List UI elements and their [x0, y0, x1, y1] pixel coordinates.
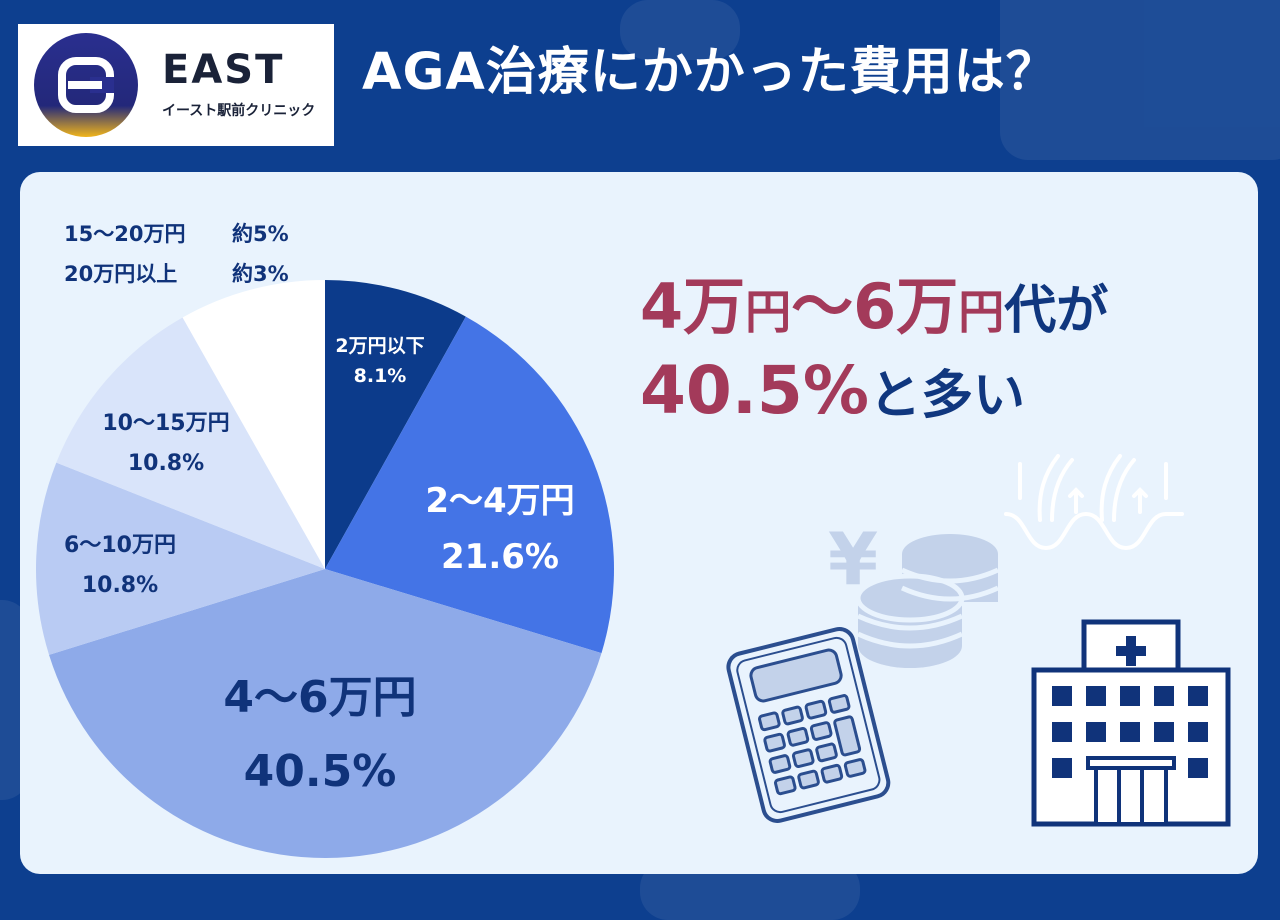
- pie-slice: [35, 462, 325, 655]
- slice-value-label: 21.6%: [441, 537, 559, 577]
- hair-growth-icon: [1004, 454, 1184, 551]
- legend-category: 15〜20万円: [64, 222, 186, 246]
- calculator-icon: [726, 627, 891, 823]
- clinic-logo: EAST イースト駅前クリニック: [18, 24, 334, 146]
- headline-line-2: 40.5%と多い: [640, 358, 1025, 424]
- page-title: AGA治療にかかった費用は？: [362, 43, 1058, 102]
- slice-label: 4〜6万円: [223, 672, 416, 723]
- legend-value: 約3%: [232, 262, 289, 286]
- yen-coins-icon: ¥: [828, 517, 1000, 668]
- slice-value-label: 10.8%: [82, 573, 158, 598]
- slice-label: 2万円以下: [335, 335, 424, 357]
- headline-text: 代が: [1004, 281, 1109, 341]
- headline-text: 円: [745, 285, 792, 339]
- pie-slice: [56, 317, 326, 569]
- pie-slice: [49, 569, 602, 859]
- legend-value: 約5%: [232, 222, 289, 246]
- chart-panel: 2万円以下 8.1% 2〜4万円 21.6% 4〜6万円 40.5% 6〜10万円 10.8%…: [20, 172, 1258, 874]
- hospital-icon: [1031, 619, 1231, 827]
- pie-slice: [325, 316, 615, 654]
- logo-name: EAST: [162, 47, 285, 93]
- legend-category: 20万円以上: [64, 262, 178, 286]
- headline-text: と多い: [868, 366, 1025, 426]
- background-decoration: [1000, 0, 1280, 160]
- headline-text: 〜6万: [791, 270, 959, 343]
- legend-row-20-plus: 20万円以上 約3%: [64, 264, 289, 285]
- legend-row-15-20: 15〜20万円 約5%: [64, 224, 289, 245]
- slice-value-label: 8.1%: [354, 365, 407, 387]
- headline-text: 円: [958, 285, 1005, 339]
- logo-subtitle: イースト駅前クリニック: [162, 103, 316, 119]
- headline-percent: 40.5%: [640, 352, 869, 429]
- slice-label: 2〜4万円: [425, 481, 574, 521]
- slice-label: 10〜15万円: [102, 411, 229, 436]
- pie-slice: [325, 280, 466, 569]
- slice-label: 6〜10万円: [64, 533, 176, 558]
- slice-value-label: 10.8%: [128, 451, 204, 476]
- pie-slice: [182, 280, 325, 569]
- slice-value-label: 40.5%: [244, 746, 397, 797]
- background-decoration: [620, 0, 740, 60]
- logo-emblem-icon: [34, 33, 138, 137]
- headline-text: 4万: [640, 270, 746, 343]
- headline-line-1: 4万円〜6万円代が: [640, 276, 1108, 338]
- pie-chart: 2万円以下 8.1% 2〜4万円 21.6% 4〜6万円 40.5% 6〜10万円 10.8%…: [35, 280, 615, 859]
